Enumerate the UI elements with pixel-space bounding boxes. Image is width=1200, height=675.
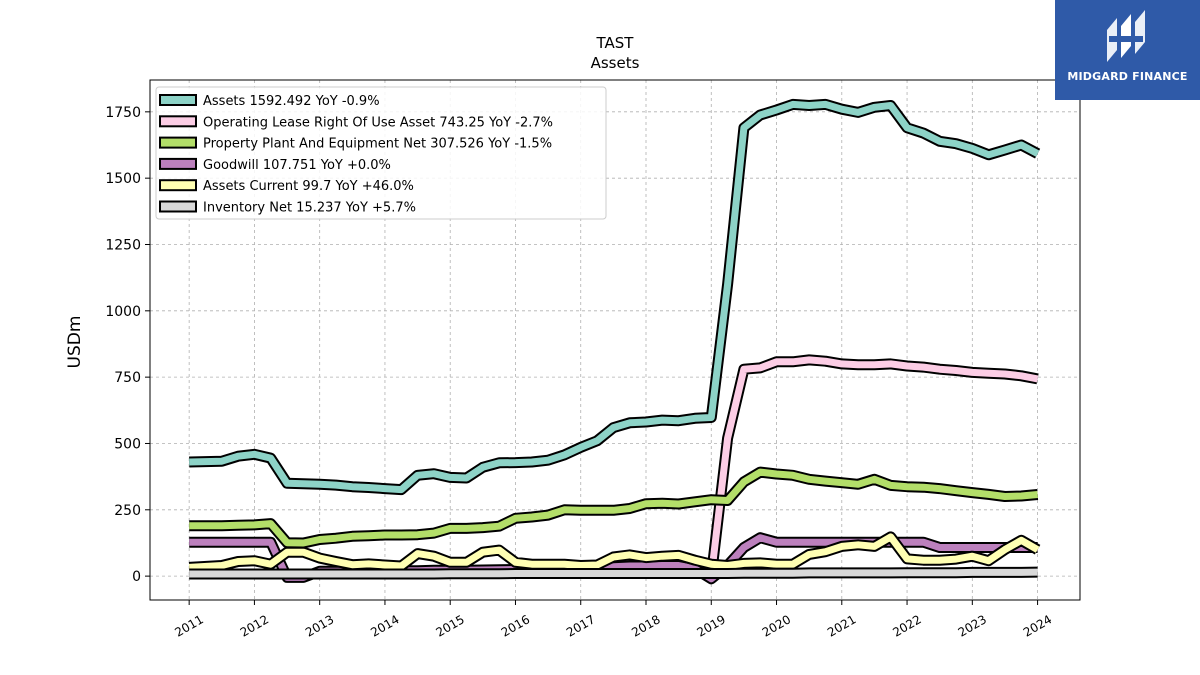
series-property-plant-and-equipment-net <box>189 466 1039 549</box>
x-tick-label: 2017 <box>564 612 597 639</box>
x-tick-label: 2012 <box>238 612 271 639</box>
legend-swatch <box>159 157 197 170</box>
y-tick-label: 0 <box>132 569 141 585</box>
brand-logo: MIDGARD FINANCE <box>1055 0 1200 100</box>
legend-label: Operating Lease Right Of Use Asset 743.2… <box>203 115 553 130</box>
legend-swatch <box>159 94 197 106</box>
legend-label: Goodwill 107.751 YoY +0.0% <box>203 158 391 173</box>
series-line <box>189 568 1038 578</box>
legend-swatch <box>159 136 197 149</box>
legend-label: Assets 1592.492 YoY -0.9% <box>203 94 380 109</box>
plot-frame <box>149 79 1081 601</box>
series-inventory-net <box>189 566 1038 580</box>
y-tick-label: 1250 <box>105 237 141 253</box>
y-tick-label: 1500 <box>105 171 141 187</box>
x-tick-label: 2015 <box>433 612 466 639</box>
x-tick-label: 2016 <box>499 612 532 639</box>
x-tick-label: 2021 <box>825 612 858 639</box>
midgard-logo-icon <box>1107 10 1145 62</box>
x-tick-label: 2023 <box>956 612 989 639</box>
legend-swatch <box>159 179 197 192</box>
series-assets-current <box>188 531 1041 573</box>
chart-subtitle: Assets <box>591 54 640 72</box>
x-tick-label: 2024 <box>1021 612 1054 639</box>
legend: Assets 1592.492 YoY -0.9% Operating Lease… <box>155 86 607 220</box>
y-tick-label: 1000 <box>105 304 141 320</box>
series-line <box>188 533 1040 571</box>
series-line <box>707 356 1039 577</box>
series-line <box>189 468 1038 547</box>
x-tick-label: 2014 <box>368 612 401 639</box>
series-lines <box>188 98 1041 585</box>
x-tick-label: 2018 <box>629 612 662 639</box>
legend-box <box>155 86 607 220</box>
x-axis: 2011 2012 2013 2014 2015 2016 2017 2018 2019 2020… <box>172 600 1054 640</box>
y-axis: 0 250 500 750 1000 1250 1500 1750 <box>105 105 150 585</box>
legend-swatch <box>159 200 197 213</box>
brand-name: MIDGARD FINANCE <box>1067 70 1188 83</box>
x-tick-label: 2019 <box>695 612 728 639</box>
x-tick-label: 2011 <box>172 612 205 639</box>
series-line <box>189 100 1040 494</box>
legend-label: Inventory Net 15.237 YoY +5.7% <box>203 201 416 216</box>
y-tick-label: 750 <box>114 370 141 386</box>
y-axis-label: USDm <box>65 316 85 369</box>
x-tick-label: 2020 <box>760 612 793 639</box>
y-tick-label: 1750 <box>105 105 141 121</box>
x-tick-label: 2022 <box>890 612 923 639</box>
chart-title: TAST <box>596 34 635 52</box>
x-tick-label: 2013 <box>303 612 336 639</box>
series-operating-lease-right-of-use-asset <box>705 354 1039 577</box>
series-assets <box>189 98 1041 496</box>
legend-label: Assets Current 99.7 YoY +46.0% <box>203 179 414 194</box>
legend-label: Property Plant And Equipment Net 307.526… <box>203 137 552 152</box>
y-tick-label: 250 <box>114 503 141 519</box>
y-tick-label: 500 <box>114 436 141 452</box>
legend-swatch <box>159 115 197 128</box>
